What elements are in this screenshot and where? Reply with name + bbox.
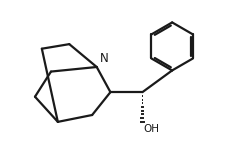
Text: N: N	[99, 52, 108, 65]
Text: OH: OH	[143, 124, 159, 134]
